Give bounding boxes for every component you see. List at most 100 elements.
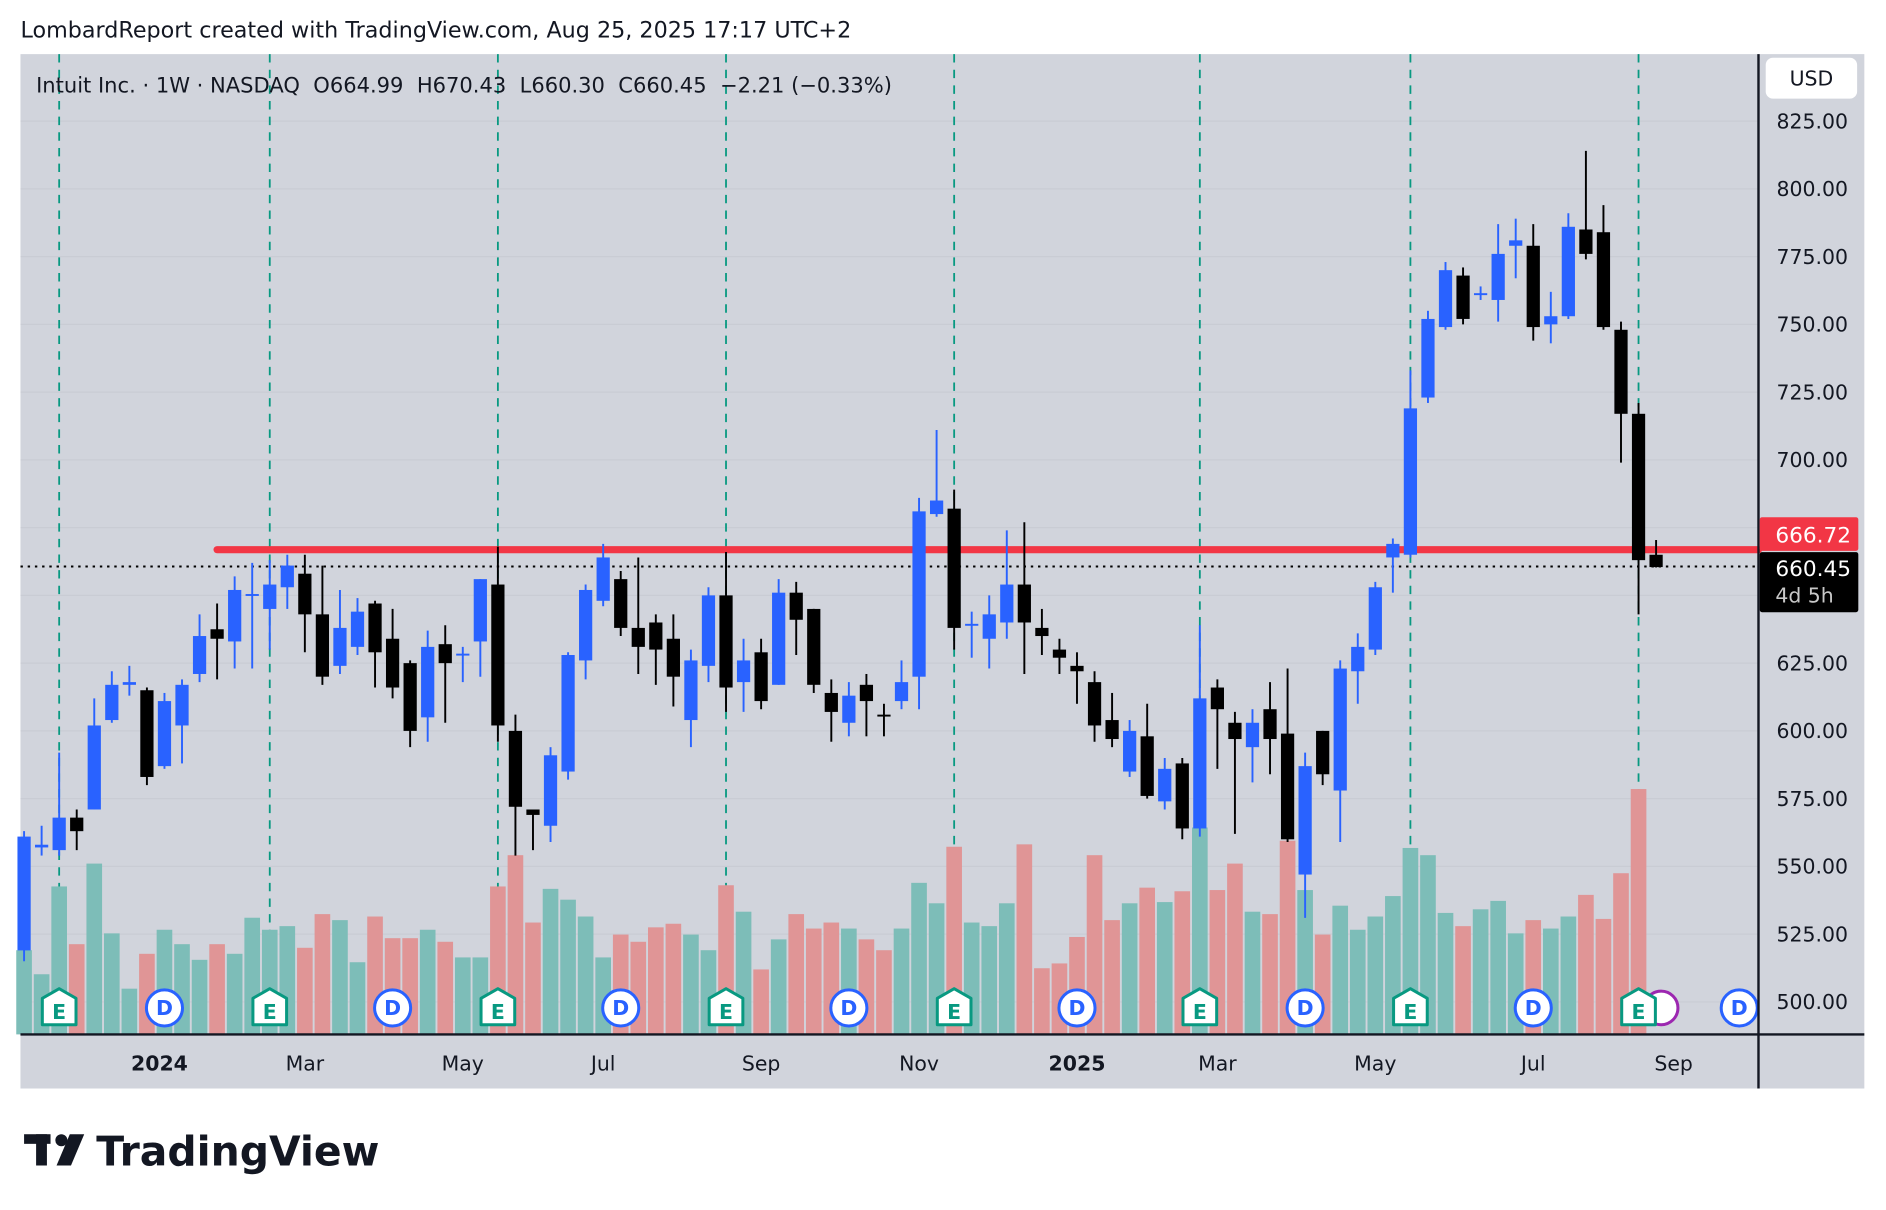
volume-bar <box>1613 873 1629 1035</box>
dividend-letter: D <box>1731 996 1748 1020</box>
tradingview-logo-icon <box>24 1134 85 1166</box>
candle <box>1140 703 1154 799</box>
candle <box>1649 540 1663 568</box>
earnings-icon <box>40 987 78 1027</box>
candle-body <box>543 755 558 826</box>
candle <box>421 630 435 742</box>
candle-body <box>1403 408 1418 555</box>
candle-body <box>1368 587 1382 650</box>
earnings-marker[interactable]: E <box>1392 987 1429 1027</box>
volume-bar <box>1595 918 1612 1035</box>
earnings-marker[interactable]: E <box>40 987 78 1027</box>
candle <box>666 614 680 707</box>
candle <box>1263 682 1277 775</box>
candle-body <box>280 565 294 588</box>
candle <box>1245 709 1260 783</box>
candle <box>1052 638 1067 674</box>
candle-body <box>982 614 996 639</box>
time-tick-label: Jul <box>1519 1051 1546 1075</box>
candle <box>210 603 224 680</box>
candle-body <box>1316 730 1330 775</box>
dividend-marker[interactable]: D <box>1285 988 1325 1028</box>
candle <box>1351 633 1365 704</box>
dividend-marker[interactable]: D <box>1057 988 1097 1028</box>
candle <box>438 625 452 723</box>
candle-body <box>877 714 891 717</box>
candle <box>912 497 926 710</box>
open-value: O664.99 <box>313 73 403 98</box>
candle <box>701 587 716 683</box>
earnings-marker[interactable]: E <box>707 987 745 1027</box>
candle-body <box>368 603 382 653</box>
candle <box>105 671 119 723</box>
volume-bar <box>648 927 664 1035</box>
volume-bar <box>560 899 576 1035</box>
candle <box>614 570 628 637</box>
dividend-marker[interactable]: D <box>829 988 869 1028</box>
brand-name: TradingView <box>96 1127 379 1175</box>
dividend-icon <box>373 988 413 1028</box>
candle-body <box>1473 293 1488 296</box>
candle <box>1210 679 1224 769</box>
volume-bar <box>1472 909 1489 1035</box>
volume-bar <box>437 941 454 1035</box>
dividend-marker[interactable]: D <box>1513 988 1553 1028</box>
dividend-letter: D <box>1069 996 1086 1020</box>
symbol-legend: Intuit Inc. · 1W · NASDAQ O664.99 H670.4… <box>36 73 892 98</box>
price-tick-label: 550.00 <box>1777 855 1849 879</box>
candle-body <box>894 682 909 702</box>
volume-bar <box>297 947 313 1035</box>
earnings-marker[interactable]: E <box>1181 987 1219 1027</box>
dividend-marker[interactable]: D <box>144 988 185 1028</box>
candle-body <box>526 809 540 815</box>
time-tick-label: May <box>442 1051 484 1075</box>
candle <box>315 565 330 685</box>
dividend-marker[interactable]: D <box>601 988 641 1028</box>
volume-bar <box>209 944 225 1035</box>
candle-body <box>70 817 84 832</box>
candle-body <box>965 623 979 626</box>
candle <box>1403 370 1418 558</box>
candle <box>859 673 874 737</box>
volume-bar <box>1490 900 1506 1035</box>
volume-bar <box>1437 912 1454 1035</box>
candle-body <box>1193 698 1207 829</box>
candle-body <box>1105 720 1119 740</box>
currency-button[interactable]: USD <box>1765 57 1858 99</box>
tradingview-logo: TradingView <box>24 1127 379 1175</box>
time-axis[interactable]: 2024 Mar May Jul Sep Nov 2025 Mar May Jul Sep <box>131 1051 1693 1075</box>
candle <box>684 649 698 748</box>
dividend-marker[interactable]: D <box>373 988 413 1028</box>
candle-body <box>105 684 119 721</box>
candle-body <box>772 592 786 685</box>
volume-bar <box>1016 844 1033 1035</box>
volume-bar <box>86 863 103 1035</box>
earnings-marker[interactable]: E <box>251 987 289 1027</box>
dividend-marker[interactable]: D <box>1719 988 1759 1028</box>
dividend-letter: D <box>156 996 173 1020</box>
earnings-letter: E <box>719 1000 733 1024</box>
candle-body <box>912 511 926 677</box>
candle-body <box>1438 270 1453 328</box>
price-tick-label: 825.00 <box>1777 109 1849 133</box>
candle-body <box>1123 730 1137 772</box>
earnings-marker[interactable]: E <box>935 987 973 1027</box>
candle <box>456 646 470 683</box>
volume-bar <box>770 939 787 1035</box>
earnings-marker[interactable]: E <box>479 987 517 1027</box>
earnings-letter: E <box>1403 1000 1417 1024</box>
candle <box>543 747 558 843</box>
price-tick-label: 525.00 <box>1777 922 1849 946</box>
candle-body <box>1579 229 1593 254</box>
candle-body <box>192 636 207 674</box>
candle-body <box>1035 627 1049 637</box>
dividend-letter: D <box>1525 996 1542 1020</box>
volume-bar <box>1560 916 1577 1035</box>
earnings-marker[interactable]: E <box>1620 987 1657 1027</box>
symbol-name[interactable]: Intuit Inc. · 1W · NASDAQ <box>36 73 300 98</box>
volume-bar <box>1227 863 1243 1035</box>
svg-text:Intuit Inc. · 1W · NASDAQ O66: Intuit Inc. · 1W · NASDAQ O664.99 H670.4… <box>36 73 892 98</box>
price-axis[interactable]: 825.00 800.00 775.00 750.00 725.00 700.00 625.… <box>1777 109 1849 1014</box>
candle <box>1105 692 1119 748</box>
time-tick-label: Nov <box>899 1051 939 1075</box>
